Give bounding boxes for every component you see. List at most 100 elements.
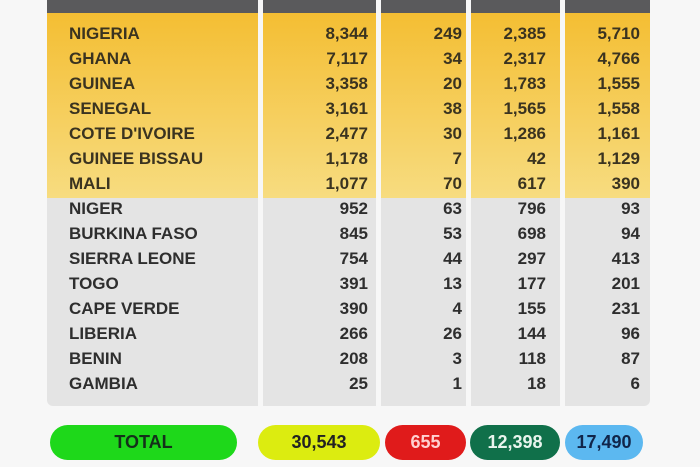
- country-name: NIGERIA: [69, 24, 140, 43]
- value-cell: 93: [621, 199, 640, 218]
- country-name: LIBERIA: [69, 324, 137, 343]
- country-name: BENIN: [69, 349, 122, 368]
- value-cell: 3,161: [325, 99, 368, 118]
- country-name: BURKINA FASO: [69, 224, 198, 243]
- country-name: NIGER: [69, 199, 123, 218]
- divider: [376, 0, 381, 13]
- country-name: GHANA: [69, 49, 132, 68]
- table-row: TOGO 391 13 177 201: [47, 271, 650, 296]
- value-cell: 2,317: [503, 49, 546, 68]
- table-row: GUINEE BISSAU 1,178 7 42 1,129: [47, 146, 650, 171]
- value-cell: 952: [339, 199, 368, 218]
- value-cell: 42: [527, 149, 546, 168]
- value-cell: 4,766: [597, 49, 640, 68]
- value-cell: 70: [443, 174, 462, 193]
- value-cell: 297: [517, 249, 546, 268]
- value-cell: 3: [452, 349, 462, 368]
- value-cell: 796: [517, 199, 546, 218]
- table-row: GHANA 7,117 34 2,317 4,766: [47, 46, 650, 71]
- value-cell: 8,344: [325, 24, 368, 43]
- value-cell: 845: [339, 224, 368, 243]
- value-cell: 231: [611, 299, 640, 318]
- table-row: CAPE VERDE 390 4 155 231: [47, 296, 650, 321]
- value-cell: 1,565: [503, 99, 546, 118]
- value-cell: 1,783: [503, 74, 546, 93]
- country-name: SIERRA LEONE: [69, 249, 196, 268]
- value-cell: 617: [517, 174, 546, 193]
- country-name: SENEGAL: [69, 99, 152, 118]
- value-cell: 96: [621, 324, 640, 343]
- value-cell: 7,117: [326, 49, 368, 68]
- country-name: TOGO: [69, 274, 119, 293]
- value-cell: 266: [339, 324, 368, 343]
- total-c2: 655: [385, 425, 466, 460]
- table-row: MALI 1,077 70 617 390: [47, 171, 650, 196]
- country-name: GUINEA: [69, 74, 136, 93]
- country-name: CAPE VERDE: [69, 299, 180, 318]
- table-row: BENIN 208 3 118 87: [47, 346, 650, 371]
- value-cell: 13: [443, 274, 462, 293]
- divider: [376, 13, 381, 406]
- total-c3: 12,398: [470, 425, 560, 460]
- table-row: COTE D'IVOIRE 2,477 30 1,286 1,161: [47, 121, 650, 146]
- value-cell: 1,161: [597, 124, 640, 143]
- value-cell: 3,358: [325, 74, 368, 93]
- value-cell: 201: [611, 274, 640, 293]
- value-cell: 7: [452, 149, 462, 168]
- value-cell: 391: [339, 274, 368, 293]
- value-cell: 53: [443, 224, 462, 243]
- divider: [560, 0, 565, 13]
- value-cell: 34: [443, 49, 462, 68]
- table-row: NIGER 952 63 796 93: [47, 196, 650, 221]
- value-cell: 1,558: [597, 99, 640, 118]
- divider: [560, 13, 565, 406]
- value-cell: 1,178: [325, 149, 368, 168]
- value-cell: 87: [621, 349, 640, 368]
- table-row: SIERRA LEONE 754 44 297 413: [47, 246, 650, 271]
- value-cell: 1: [452, 374, 462, 393]
- value-cell: 144: [517, 324, 546, 343]
- value-cell: 18: [527, 374, 546, 393]
- table-row: NIGERIA 8,344 249 2,385 5,710: [47, 21, 650, 46]
- value-cell: 25: [349, 374, 368, 393]
- value-cell: 30: [443, 124, 462, 143]
- divider: [466, 13, 471, 406]
- value-cell: 754: [339, 249, 368, 268]
- value-cell: 155: [517, 299, 546, 318]
- table-body: NIGERIA 8,344 249 2,385 5,710 GHANA 7,117 34 2,3…: [47, 13, 650, 406]
- total-label: TOTAL: [50, 425, 237, 460]
- table-row: SENEGAL 3,161 38 1,565 1,558: [47, 96, 650, 121]
- value-cell: 1,286: [503, 124, 546, 143]
- value-cell: 2,477: [325, 124, 368, 143]
- total-c4: 17,490: [565, 425, 643, 460]
- value-cell: 1,129: [597, 149, 640, 168]
- country-name: GUINEE BISSAU: [69, 149, 204, 168]
- table-row: GUINEA 3,358 20 1,783 1,555: [47, 71, 650, 96]
- highlight-rows-bg: [47, 13, 650, 198]
- value-cell: 390: [611, 174, 640, 193]
- value-cell: 1,077: [325, 174, 368, 193]
- divider: [466, 0, 471, 13]
- value-cell: 249: [433, 24, 462, 43]
- value-cell: 26: [443, 324, 462, 343]
- value-cell: 94: [621, 224, 640, 243]
- table-row: GAMBIA 25 1 18 6: [47, 371, 650, 396]
- value-cell: 208: [339, 349, 368, 368]
- value-cell: 5,710: [597, 24, 640, 43]
- total-c1: 30,543: [258, 425, 380, 460]
- value-cell: 6: [630, 374, 640, 393]
- value-cell: 698: [517, 224, 546, 243]
- value-cell: 118: [518, 349, 546, 368]
- value-cell: 20: [443, 74, 462, 93]
- value-cell: 38: [443, 99, 462, 118]
- data-table: NIGERIA 8,344 249 2,385 5,710 GHANA 7,117 34 2,3…: [47, 0, 650, 406]
- table-header: [47, 0, 650, 13]
- other-rows-bg: [47, 198, 650, 406]
- table-row: LIBERIA 266 26 144 96: [47, 321, 650, 346]
- country-name: COTE D'IVOIRE: [69, 124, 195, 143]
- value-cell: 413: [611, 249, 640, 268]
- divider: [258, 0, 263, 13]
- country-name: GAMBIA: [69, 374, 138, 393]
- value-cell: 2,385: [503, 24, 546, 43]
- country-name: MALI: [69, 174, 111, 193]
